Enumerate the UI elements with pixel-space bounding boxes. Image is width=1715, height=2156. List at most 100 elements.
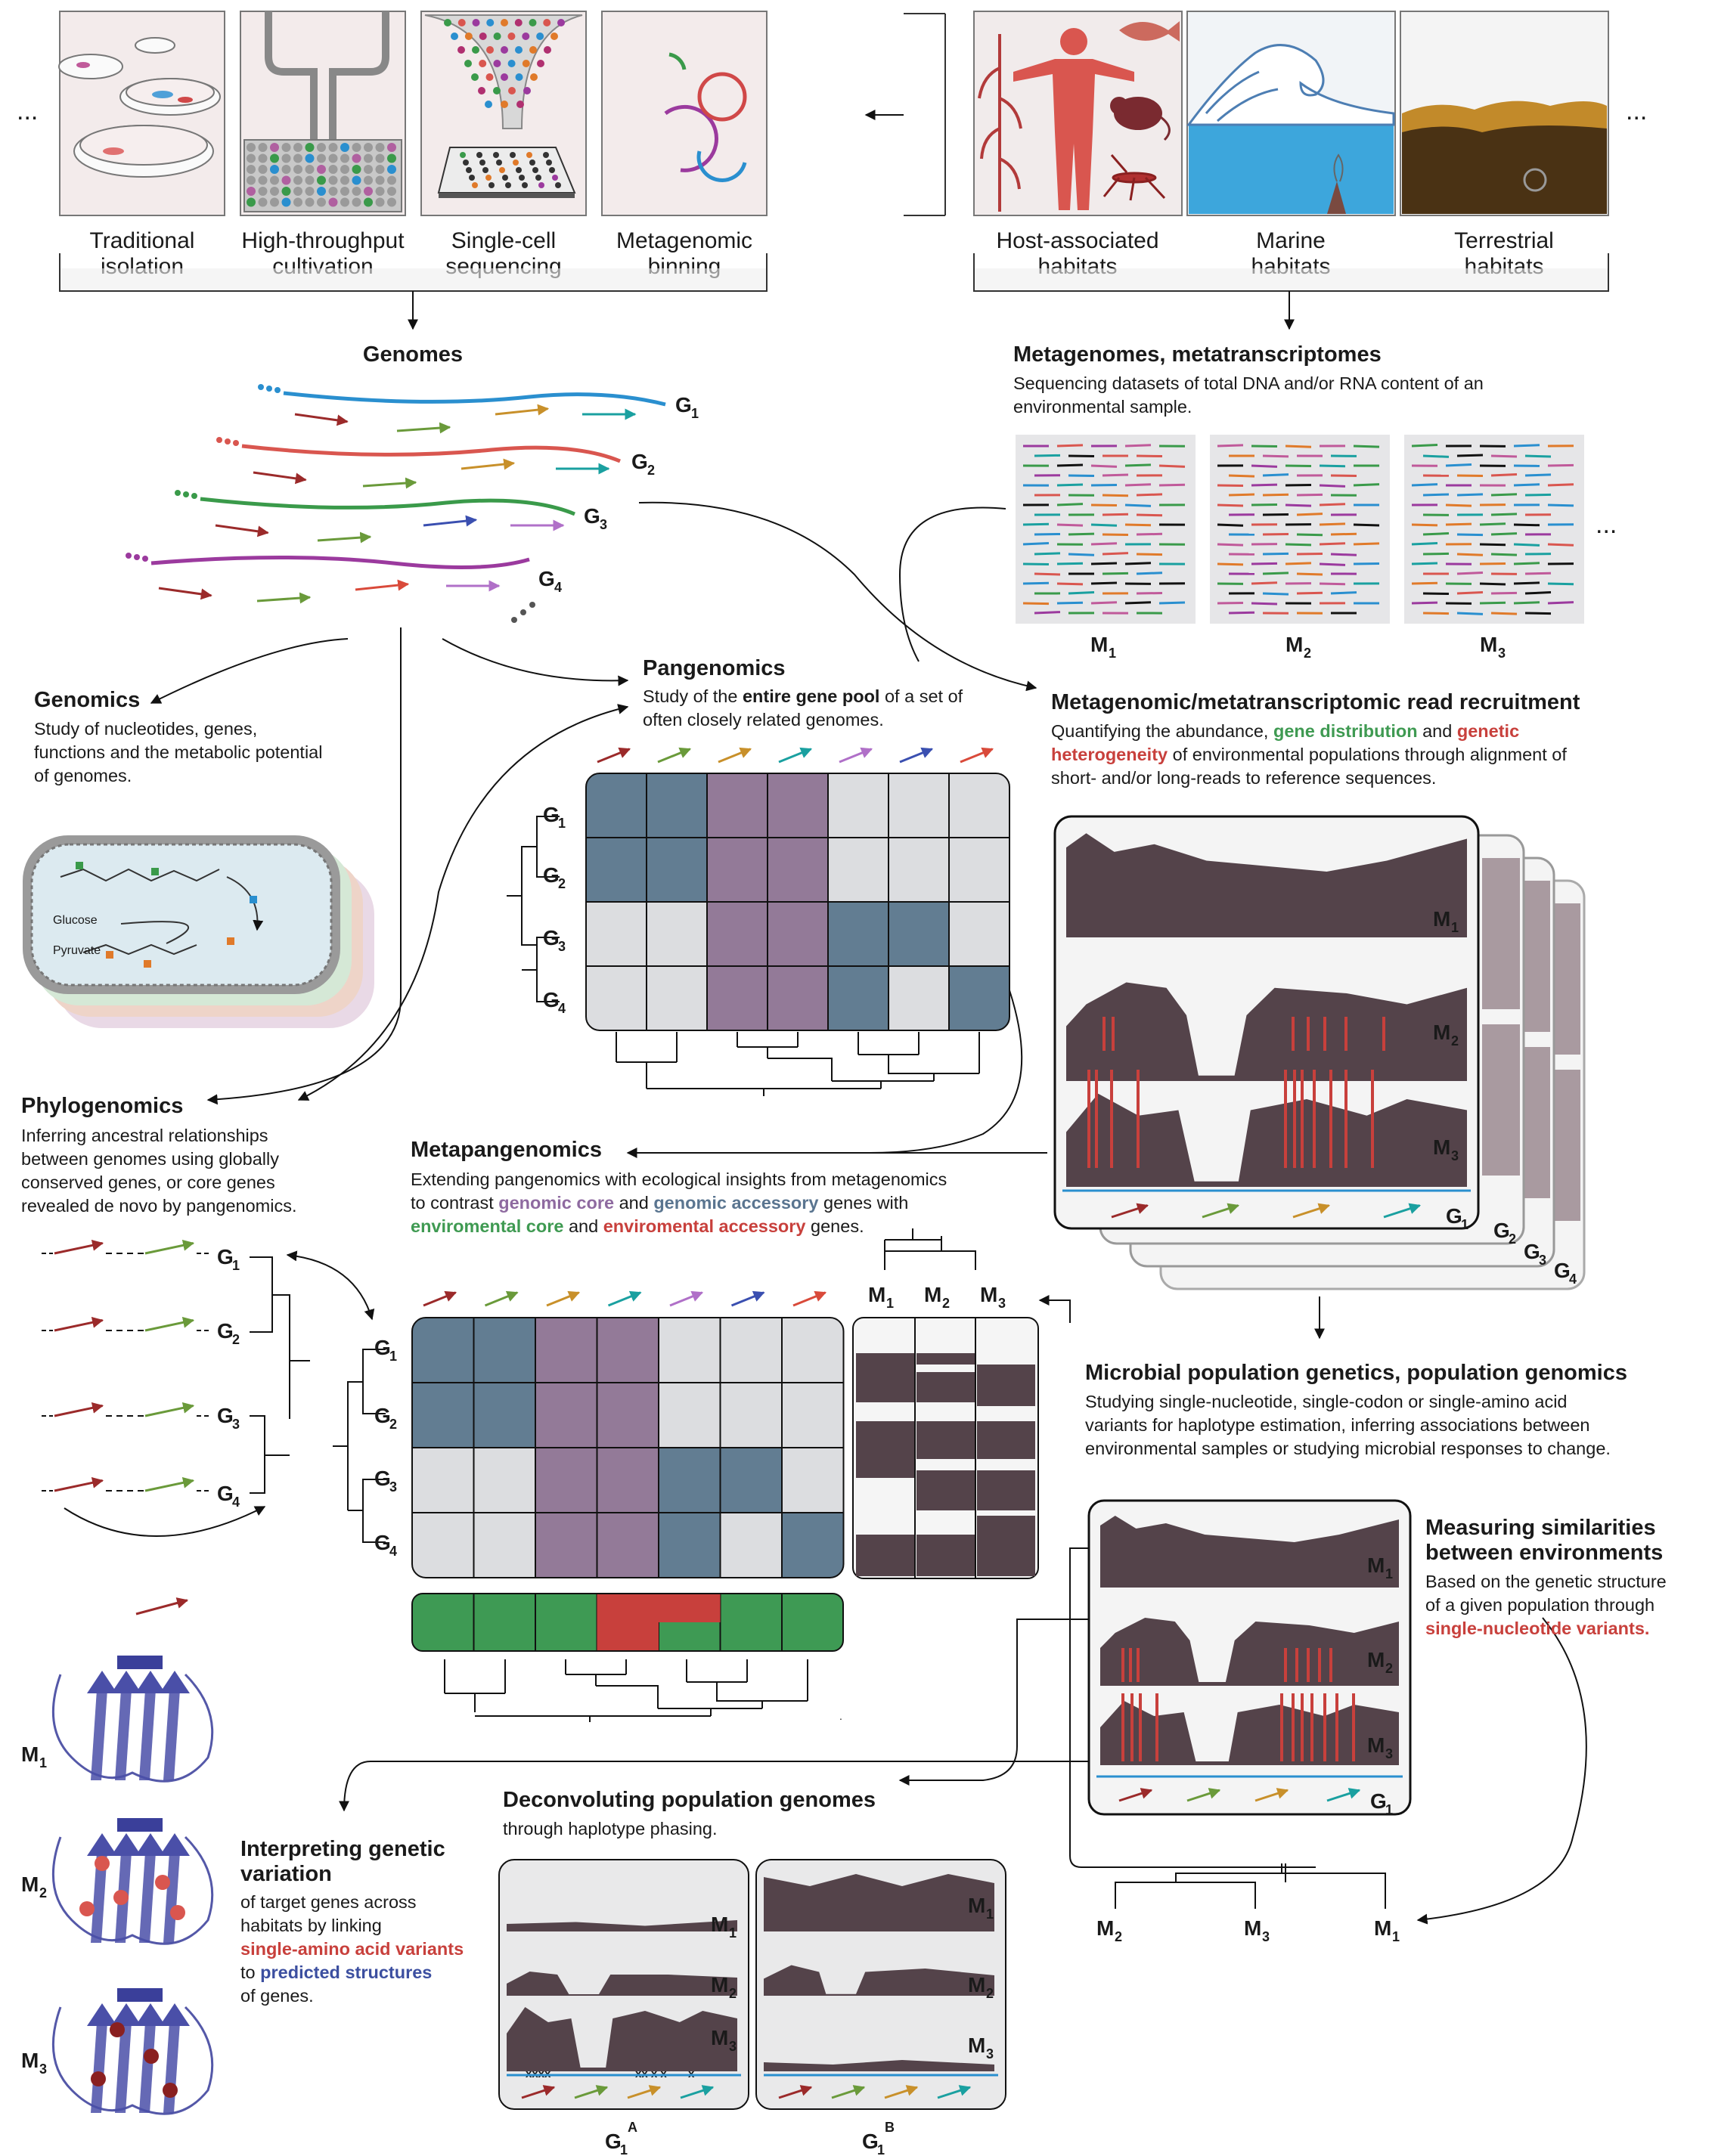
gene-arrow — [144, 1239, 195, 1255]
gene-arrow — [1186, 1788, 1221, 1802]
read — [1090, 503, 1118, 507]
metagenome-m1-box — [1016, 435, 1196, 624]
metapangenome-matrix — [411, 1317, 845, 1578]
well — [375, 143, 385, 152]
well — [387, 153, 396, 163]
deconvolution-title: Deconvoluting population genomes — [503, 1788, 876, 1812]
svg-text:Host-associated: Host-associated — [996, 228, 1158, 253]
matrix-cell — [646, 773, 708, 838]
pangenome-genome-labels: G1 G2 G3 G4 — [543, 803, 566, 1016]
svg-text:3: 3 — [232, 1417, 240, 1432]
well — [387, 143, 396, 152]
gene-arrow — [54, 1402, 104, 1417]
gene-arrow — [899, 747, 934, 764]
plate-well — [549, 167, 555, 173]
gene-arrow — [294, 413, 349, 426]
gene-arrow — [495, 404, 550, 416]
well — [247, 143, 256, 152]
read — [1124, 562, 1152, 565]
read — [1411, 581, 1438, 585]
read — [1090, 562, 1118, 565]
svg-text:B: B — [885, 2120, 895, 2135]
matrix-cell — [658, 1382, 721, 1448]
coverage-label: M — [1367, 1553, 1385, 1577]
well — [364, 187, 373, 196]
gene-arrow — [317, 531, 372, 544]
svg-text:1: 1 — [691, 406, 699, 421]
coverage-label: M — [968, 2034, 985, 2057]
matrix-cell — [827, 773, 889, 838]
metapangenome-genome-tree — [333, 1349, 386, 1543]
phylogenomics-section: Phylogenomics Inferring ancestral relati… — [21, 1094, 375, 1537]
svg-text:to predicted structures: to predicted structures — [240, 1962, 432, 1982]
svg-text:G: G — [584, 504, 600, 528]
protein-icon — [51, 1988, 214, 2115]
read — [1296, 533, 1323, 537]
well — [281, 165, 291, 174]
svg-text:environmental samples or study: environmental samples or studying microb… — [1085, 1439, 1611, 1458]
gene-arrow — [1202, 1203, 1239, 1219]
plate-well — [485, 175, 492, 181]
well — [293, 153, 302, 163]
coverage-profile — [1066, 1093, 1467, 1187]
cell-dot — [501, 46, 508, 54]
cell-dot — [493, 87, 501, 94]
svg-text:Extending pangenomics with eco: Extending pangenomics with ecological in… — [411, 1169, 947, 1189]
well — [317, 165, 326, 174]
metagenome-m2-box — [1210, 435, 1390, 624]
svg-text:1: 1 — [1451, 920, 1459, 935]
read — [1422, 454, 1450, 458]
read — [1490, 493, 1518, 497]
variant-site — [110, 2022, 125, 2037]
read — [1034, 572, 1061, 576]
well — [247, 165, 256, 174]
plate-well — [510, 152, 516, 158]
cell-dot — [544, 46, 551, 54]
glucose-label: Glucose — [53, 914, 98, 927]
cell-dot — [529, 46, 537, 54]
matrix-cell — [767, 773, 829, 838]
read — [1547, 463, 1574, 467]
coverage-label: M — [1433, 1135, 1450, 1159]
svg-text:3: 3 — [389, 1479, 397, 1495]
plate-well — [529, 160, 535, 166]
read — [1330, 553, 1357, 556]
well — [317, 153, 326, 163]
phylogenomics-title: Phylogenomics — [21, 1094, 183, 1118]
mosquito-icon — [1102, 154, 1166, 201]
coverage-label: M — [968, 1894, 985, 1917]
svg-text:habitats by linking: habitats by linking — [240, 1916, 382, 1935]
read — [1319, 522, 1346, 526]
read — [1136, 553, 1163, 556]
well — [305, 175, 315, 185]
coverage-label: M — [711, 2026, 728, 2049]
plant-icon — [978, 34, 1022, 212]
svg-text:M: M — [1480, 633, 1497, 656]
metapangenome-genome-labels: G1 G2 G3 G4 — [374, 1336, 397, 1559]
read — [1296, 552, 1323, 556]
svg-text:A: A — [628, 2120, 637, 2135]
read — [1285, 445, 1312, 448]
plate-well — [552, 175, 558, 181]
popgen-title: Microbial population genetics, populatio… — [1085, 1361, 1627, 1385]
svg-text:1: 1 — [1385, 1566, 1393, 1581]
cell-dot — [464, 33, 473, 40]
cell-dot — [543, 19, 551, 26]
well — [375, 165, 385, 174]
svg-text:G: G — [543, 988, 560, 1011]
svg-text:G: G — [1370, 1789, 1387, 1813]
svg-text:3: 3 — [1498, 646, 1506, 661]
svg-text:2: 2 — [558, 876, 566, 891]
svg-text:Single-cell: Single-cell — [451, 228, 556, 253]
pangenome-gene-arrows — [597, 747, 994, 764]
svg-text:M: M — [1244, 1916, 1261, 1940]
coverage-profile — [507, 1920, 737, 1931]
variant-site — [113, 1890, 129, 1905]
well — [281, 143, 291, 152]
well — [258, 165, 268, 174]
well — [328, 153, 338, 163]
plate-well — [505, 182, 511, 188]
well — [270, 197, 279, 207]
gene-arrow — [607, 1290, 642, 1307]
